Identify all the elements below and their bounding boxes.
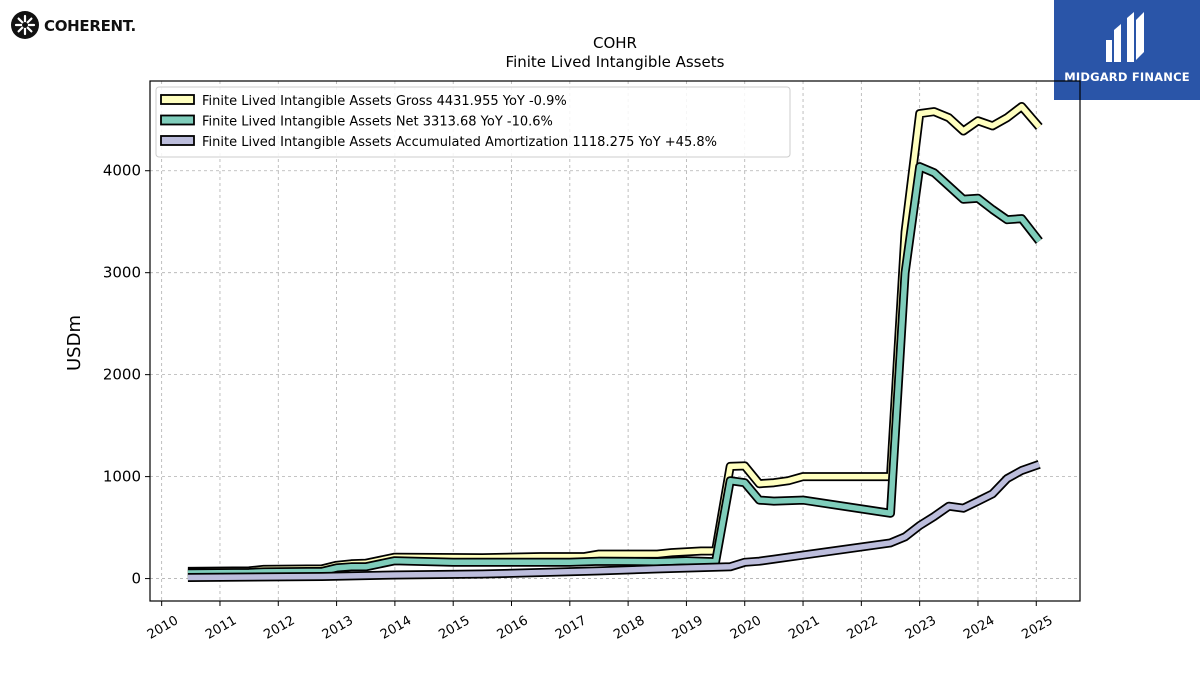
chart-title: COHR <box>593 34 637 52</box>
series-gross-line <box>187 103 1042 575</box>
legend-swatch <box>160 114 195 126</box>
midgard-emblem-icon <box>1106 12 1144 62</box>
x-tick-label: 2021 <box>786 613 822 643</box>
coherent-emblem-icon <box>11 11 39 39</box>
x-tick-label: 2017 <box>553 613 589 643</box>
x-tick-label: 2019 <box>670 613 706 643</box>
x-tick-label: 2022 <box>845 613 881 643</box>
legend-label: Finite Lived Intangible Assets Net 3313.… <box>202 115 553 130</box>
x-tick-label: 2024 <box>961 613 997 643</box>
legend-label: Finite Lived Intangible Assets Accumulat… <box>202 135 717 150</box>
brand-name: MIDGARD FINANCE <box>1064 70 1190 84</box>
x-tick-label: 2010 <box>145 613 181 643</box>
x-tick-label: 2012 <box>261 613 297 643</box>
legend-box <box>155 86 791 158</box>
x-tick-label: 2015 <box>436 613 472 643</box>
plot-frame <box>149 80 1081 602</box>
coherent-logo: COHERENT. <box>10 9 180 41</box>
y-tick-label: 3000 <box>103 264 141 282</box>
x-tick-label: 2018 <box>611 613 647 643</box>
midgard-finance-logo: MIDGARD FINANCE <box>1054 0 1200 100</box>
series-layer <box>187 102 1043 582</box>
legend-swatch <box>160 94 195 105</box>
y-tick-label: 1000 <box>103 468 141 486</box>
grid <box>150 81 1080 601</box>
company-logo-text: COHERENT. <box>44 17 136 35</box>
series-net-line <box>187 163 1042 576</box>
x-tick-label: 2016 <box>495 613 531 643</box>
x-tick-label: 2025 <box>1019 613 1055 643</box>
y-axis-label: USDm <box>64 315 85 371</box>
legend-swatch <box>160 135 195 146</box>
y-axis: 0 1000 2000 3000 4000 <box>103 162 150 588</box>
x-tick-label: 2020 <box>728 613 764 643</box>
series-amortization-line <box>187 461 1041 581</box>
y-tick-label: 2000 <box>103 366 141 384</box>
legend-label: Finite Lived Intangible Assets Gross 443… <box>202 94 567 109</box>
chart-subtitle: Finite Lived Intangible Assets <box>506 53 725 71</box>
legend: Finite Lived Intangible Assets Gross 443… <box>155 86 791 158</box>
x-tick-label: 2014 <box>378 613 414 643</box>
x-tick-label: 2011 <box>203 613 239 643</box>
y-tick-label: 0 <box>131 570 141 588</box>
x-tick-label: 2013 <box>320 613 356 643</box>
x-tick-label: 2023 <box>903 613 939 643</box>
x-axis: 2010 2011 2012 2013 2014 2015 2016 2017 2018 2019… <box>145 601 1056 643</box>
y-tick-label: 4000 <box>103 162 141 180</box>
